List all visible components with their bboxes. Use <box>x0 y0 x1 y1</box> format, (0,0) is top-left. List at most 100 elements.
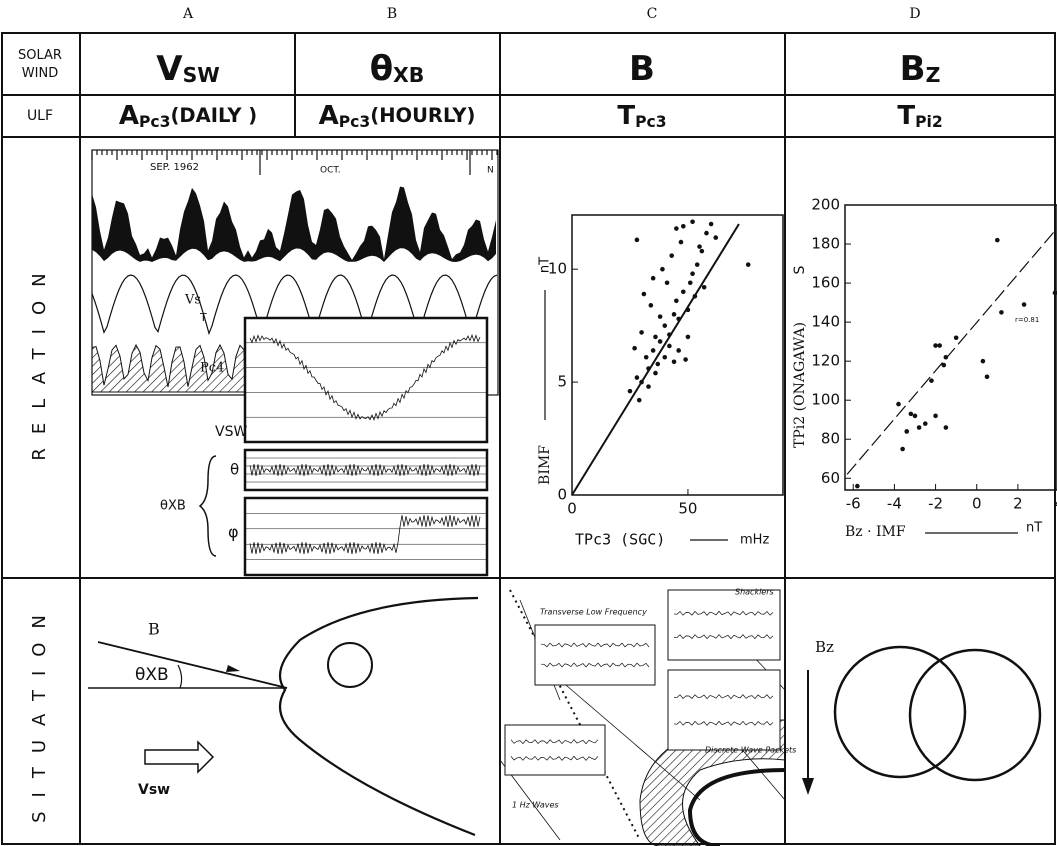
data-point <box>637 398 642 403</box>
y-tick-label: 5 <box>557 373 567 391</box>
month-label: SEP. 1962 <box>150 162 199 173</box>
axis-unit: S <box>792 265 808 274</box>
header-text: APc3(HOURLY) <box>319 101 476 131</box>
y-tick-label: 0 <box>557 486 567 504</box>
x-tick-label: -4 <box>887 495 902 513</box>
y-tick-label: 160 <box>811 274 840 292</box>
data-point <box>746 262 751 267</box>
data-point <box>628 389 633 394</box>
data-point <box>999 310 1004 315</box>
data-point <box>644 355 649 360</box>
data-point <box>933 343 938 348</box>
row-label: SITUATION <box>29 601 50 823</box>
sketch <box>280 598 478 835</box>
header-text: VSW <box>156 49 220 89</box>
trace-label: φ <box>228 523 239 542</box>
x-tick-label: 0 <box>972 495 982 513</box>
data-point <box>639 330 644 335</box>
situation-label: Bz <box>815 638 834 656</box>
data-point <box>635 238 640 243</box>
data-point <box>651 348 656 353</box>
axis-label: Bz · IMF <box>845 524 906 540</box>
header-main: B <box>629 49 655 89</box>
situation-label: Shacklers <box>735 588 774 597</box>
data-point <box>674 299 679 304</box>
data-point <box>665 280 670 285</box>
header-sub: XB <box>393 63 424 87</box>
data-point <box>632 346 637 351</box>
data-point <box>933 414 938 419</box>
arrowhead <box>802 778 814 795</box>
data-point <box>917 425 922 430</box>
pc3-area <box>92 187 496 262</box>
y-tick-label: 140 <box>811 313 840 331</box>
header-sub: SW <box>183 63 220 87</box>
trace-label: Pc4 <box>200 361 224 376</box>
row-label: RELATION <box>29 259 50 460</box>
sketch <box>98 642 287 688</box>
trace-label: θXB <box>160 499 186 514</box>
inset-box <box>668 670 780 750</box>
x-tick-label: 0 <box>567 500 577 518</box>
data-point <box>653 371 658 376</box>
row-label-word: SOLAR <box>18 48 62 63</box>
trace-label: Pc3 <box>180 229 204 244</box>
trace-label: VSW <box>215 424 247 440</box>
data-point <box>667 344 672 349</box>
header-sub: Z <box>926 63 941 87</box>
sketch <box>328 643 372 687</box>
data-point <box>635 375 640 380</box>
header-sub: Pc3 <box>339 113 371 131</box>
header-tail: (HOURLY) <box>370 104 475 127</box>
data-point <box>669 253 674 258</box>
axis-unit: nT <box>1026 521 1042 536</box>
trace-label: T <box>199 311 207 324</box>
column-letter: B <box>387 6 397 22</box>
data-point <box>697 244 702 249</box>
data-point <box>655 362 660 367</box>
sketch <box>200 456 216 556</box>
data-point <box>660 267 665 272</box>
header-sub: Pi2 <box>915 113 943 131</box>
sketch <box>572 215 783 495</box>
header-text: BZ <box>900 49 941 89</box>
y-tick-label: 200 <box>811 196 840 214</box>
data-point <box>679 240 684 245</box>
annotation: r=0.81 <box>1015 316 1039 324</box>
data-point <box>1053 291 1057 296</box>
data-point <box>646 384 651 389</box>
y-tick-label: 120 <box>811 352 840 370</box>
header-sub: Pc3 <box>139 113 171 131</box>
inset-box <box>668 590 780 660</box>
inset-box <box>535 625 655 685</box>
data-point <box>704 231 709 236</box>
month-label: OCT. <box>320 166 341 176</box>
data-point <box>649 303 654 308</box>
axis-label: BIMF <box>537 445 553 485</box>
data-point <box>653 335 658 340</box>
sketch <box>845 205 1057 490</box>
data-point <box>658 314 663 319</box>
header-text: TPc3 <box>617 101 666 131</box>
trace-label: θ <box>230 461 239 479</box>
data-point <box>690 219 695 224</box>
data-point <box>923 421 928 426</box>
data-point <box>981 359 986 364</box>
header-text: APc3(DAILY ) <box>119 101 257 131</box>
data-point <box>695 262 700 267</box>
data-point <box>662 323 667 328</box>
header-main: θ <box>370 49 393 89</box>
situation-label: θXB <box>135 665 169 685</box>
sketch <box>145 742 213 772</box>
axis-label: TPc3 (SGC) <box>575 531 665 549</box>
header-sub: Pc3 <box>635 113 667 131</box>
row-label: ULF <box>27 108 53 124</box>
data-point <box>700 249 705 254</box>
data-point <box>672 312 677 317</box>
x-tick-label: 2 <box>1013 495 1023 513</box>
data-point <box>909 412 914 417</box>
data-point <box>1022 302 1027 307</box>
data-point <box>672 359 677 364</box>
situation-label: B <box>148 620 160 639</box>
